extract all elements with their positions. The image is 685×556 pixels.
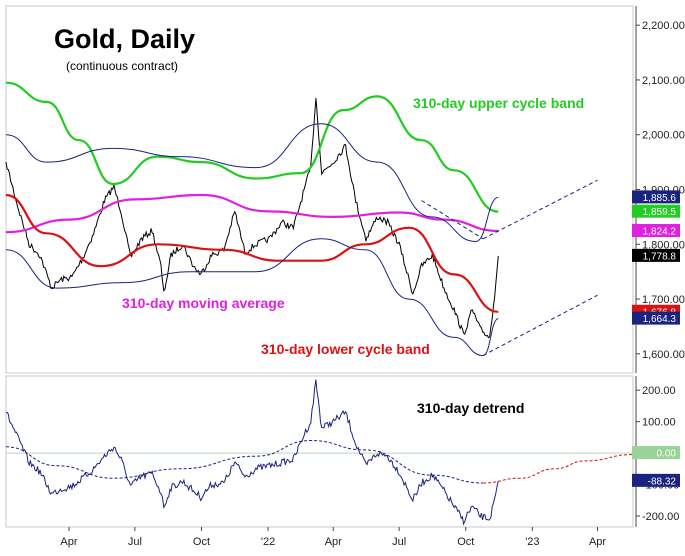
x-tick-label-apr: Apr	[60, 536, 77, 548]
x-tick-label-oct: Oct	[193, 536, 210, 548]
series-310-day-moving-average	[5, 193, 499, 234]
series-projected-cycle	[483, 454, 634, 484]
svg-text:1,778.8: 1,778.8	[643, 251, 677, 262]
svg-text:1,824.2: 1,824.2	[643, 227, 677, 238]
lower-cycle-band-label: 310-day lower cycle band	[261, 341, 430, 357]
x-tick-label-jul: Jul	[392, 536, 406, 548]
price-panel-series	[5, 81, 598, 357]
chart-subtitle: (continuous contract)	[66, 59, 178, 73]
svg-text:1,885.6: 1,885.6	[643, 193, 677, 204]
series-channel-lower	[5, 238, 499, 357]
value-badge-1-778-8: 1,778.8	[632, 248, 680, 262]
value-badge-1-885-6: 1,885.6	[632, 190, 680, 204]
x-tick-label-apr: Apr	[589, 536, 606, 548]
detrend-panel-series	[5, 379, 634, 526]
price-tick-label: 2,000.00	[642, 130, 685, 142]
svg-text:1,664.3: 1,664.3	[643, 314, 677, 325]
price-tick-label: 2,100.00	[642, 75, 685, 87]
svg-text:0.00: 0.00	[657, 449, 677, 460]
series-channel-upper	[5, 123, 499, 243]
projection-line-3	[482, 294, 598, 356]
svg-text:-88.32: -88.32	[648, 476, 677, 487]
series-price	[5, 98, 499, 339]
x-tick-label-apr: Apr	[325, 536, 342, 548]
value-badge-1-824-2: 1,824.2	[632, 224, 680, 238]
x-tick-label-oct: Oct	[457, 536, 474, 548]
x-tick-label-22: '22	[261, 536, 275, 548]
value-badge-0-00: 0.00	[632, 446, 680, 460]
x-tick-label-23: '23	[525, 536, 539, 548]
moving-average-label: 310-day moving average	[122, 295, 285, 311]
upper-cycle-band-label: 310-day upper cycle band	[413, 95, 584, 111]
value-badges: 1,885.61,859.51,824.21,778.81,676.81,664…	[632, 190, 680, 487]
chart-title: Gold, Daily	[54, 24, 195, 54]
price-tick-label: 1,800.00	[642, 239, 685, 251]
detrend-label: 310-day detrend	[417, 400, 524, 416]
x-tick-label-jul: Jul	[128, 536, 142, 548]
value-badge-1-664-3: 1,664.3	[632, 311, 680, 325]
series-centered-cycle	[5, 439, 484, 484]
projection-line-2	[482, 179, 598, 240]
projection-line-1	[421, 200, 484, 240]
detrend-tick-label: 100.00	[642, 417, 676, 429]
price-panel-frame	[5, 5, 634, 374]
price-tick-label: 2,200.00	[642, 20, 685, 32]
value-badge-1-859-5: 1,859.5	[632, 204, 680, 218]
detrend-panel-frame	[5, 375, 634, 528]
series-310-day-upper-cycle-band	[5, 81, 499, 213]
series-detrend-oscillator	[5, 379, 499, 526]
detrend-tick-label: 200.00	[642, 385, 676, 397]
detrend-tick-label: -200.00	[642, 511, 679, 523]
svg-text:1,859.5: 1,859.5	[643, 207, 677, 218]
price-tick-label: 1,700.00	[642, 294, 685, 306]
price-tick-label: 1,600.00	[642, 349, 685, 361]
value-badge-88-32: -88.32	[632, 473, 680, 487]
series-310-day-lower-cycle-band	[5, 193, 499, 313]
date-x-axis: Apr Jul Oct '22 Apr Jul Oct '23 Apr	[60, 527, 606, 548]
